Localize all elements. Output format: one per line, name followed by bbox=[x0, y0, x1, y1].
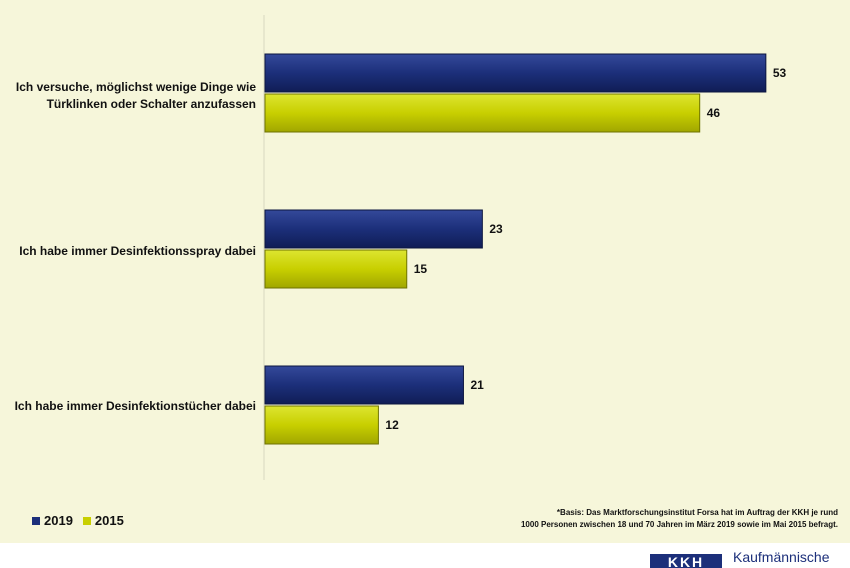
category-label-line: Ich versuche, möglichst wenige Dinge wie bbox=[15, 80, 256, 94]
category-label: Ich habe immer Desinfektionstücher dabei bbox=[0, 398, 256, 415]
category-label-line: Ich habe immer Desinfektionsspray dabei bbox=[19, 244, 256, 258]
legend-label: 2015 bbox=[94, 513, 124, 528]
logo-text: KKH bbox=[667, 554, 705, 568]
category-label: Ich versuche, möglichst wenige Dinge wie… bbox=[0, 79, 256, 113]
footnote-line: *Basis: Das Marktforschungsinstitut Fors… bbox=[556, 508, 838, 517]
bar-2015 bbox=[264, 93, 701, 133]
bar-2019 bbox=[264, 209, 483, 249]
legend-item: 2019 bbox=[32, 513, 73, 528]
data-label: 46 bbox=[707, 106, 721, 120]
legend-label: 2019 bbox=[44, 513, 73, 528]
legend: 2019 2015 bbox=[32, 513, 134, 528]
bar-2019 bbox=[264, 53, 767, 93]
footer-strip bbox=[0, 543, 850, 566]
bar-chart: 53 23 21 46 15 12 bbox=[263, 15, 787, 480]
category-label-line: Ich habe immer Desinfektionstücher dabei bbox=[14, 399, 256, 413]
footnote-line: 1000 Personen zwischen 18 und 70 Jahren … bbox=[520, 520, 838, 529]
kkh-logo: KKH bbox=[650, 554, 722, 568]
data-label: 23 bbox=[489, 222, 503, 236]
data-label: 15 bbox=[414, 262, 428, 276]
bar-2015 bbox=[264, 405, 379, 445]
legend-swatch bbox=[32, 516, 40, 525]
category-label-line: Türklinken oder Schalter anzufassen bbox=[46, 97, 256, 111]
category-label: Ich habe immer Desinfektionsspray dabei bbox=[0, 243, 256, 260]
footnote: *Basis: Das Marktforschungsinstitut Fors… bbox=[368, 507, 838, 531]
data-label: 12 bbox=[385, 418, 399, 432]
bars-group: 53 23 21 46 15 12 bbox=[264, 53, 787, 445]
legend-swatch bbox=[82, 516, 91, 525]
data-label: 21 bbox=[470, 378, 484, 392]
brand-name: Kaufmännische bbox=[733, 549, 830, 565]
bar-2019 bbox=[264, 365, 464, 405]
legend-item: 2015 bbox=[82, 513, 124, 528]
bar-2015 bbox=[264, 249, 408, 289]
data-label: 53 bbox=[773, 66, 787, 80]
